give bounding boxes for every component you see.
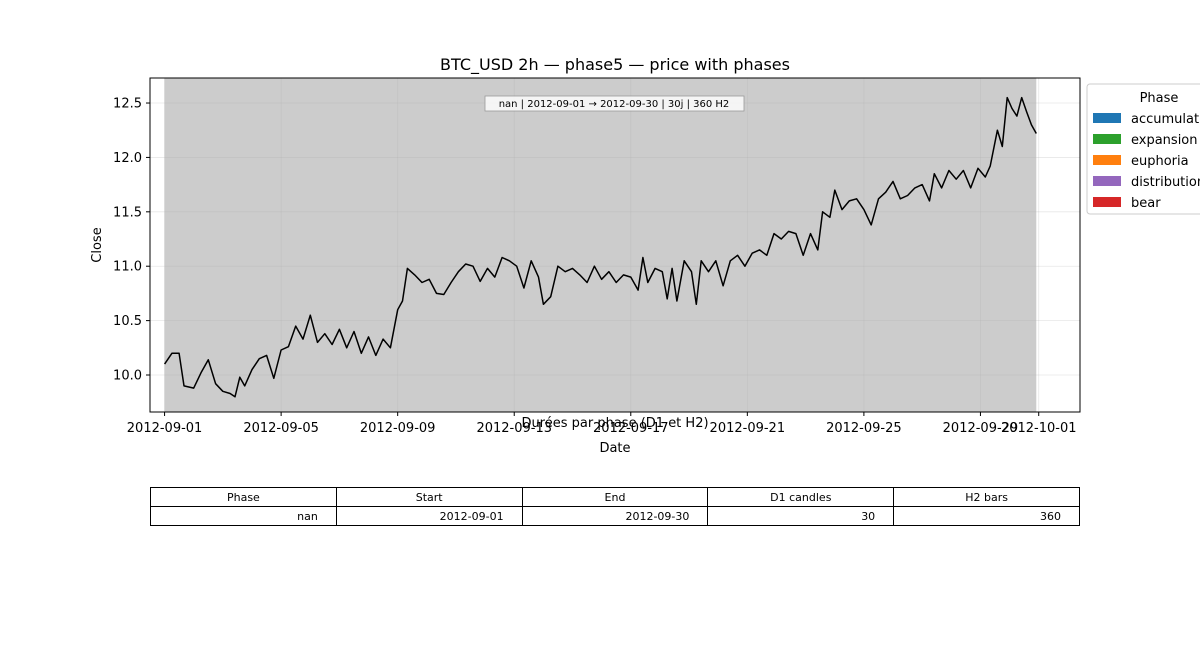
legend: Phase accumulation expansion euphoria distr… xyxy=(1086,83,1200,215)
legend-label-bear: bear xyxy=(1131,196,1161,211)
close-price-line xyxy=(163,96,1037,398)
legend-swatch-accumulation xyxy=(1093,113,1121,123)
legend-title: Phase xyxy=(1140,91,1179,106)
annotation-box xyxy=(484,95,745,112)
x-tick-label: 2012-09-13 xyxy=(476,421,552,436)
phase-duration-table: Phase Start End D1 candles H2 bars nan 2012-0… xyxy=(150,487,1080,526)
chart-title: BTC_USD 2h — phase5 — price with phases xyxy=(440,55,790,75)
grid-lines xyxy=(150,78,1080,412)
legend-label-expansion: expansion xyxy=(1131,133,1198,148)
phase-duration-table-container: Phase Start End D1 candles H2 bars nan 2012-0… xyxy=(150,487,1080,526)
plot-frame xyxy=(149,77,1081,413)
x-tick-label: 2012-09-05 xyxy=(243,421,319,436)
x-tick-label: 2012-09-01 xyxy=(127,421,203,436)
x-tick-label: 2012-09-17 xyxy=(593,421,669,436)
annotation-text: nan | 2012-09-01 → 2012-09-30 | 30j | 36… xyxy=(499,99,730,110)
x-tick-label: 2012-10-01 xyxy=(1001,421,1077,436)
phase-region-0 xyxy=(164,78,1037,412)
legend-swatch-euphoria xyxy=(1093,155,1121,165)
price-chart: 2012-09-01 2012-09-05 2012-09-09 2012-09-13… xyxy=(90,55,1200,456)
legend-label-distribution: distribution xyxy=(1131,175,1200,190)
y-tick-label: 12.5 xyxy=(113,97,142,112)
legend-label-accumulation: accumulation xyxy=(1131,112,1200,127)
phase-shading xyxy=(164,78,1037,412)
legend-label-euphoria: euphoria xyxy=(1131,154,1189,169)
x-tick-label: 2012-09-21 xyxy=(710,421,786,436)
y-tick-label: 11.5 xyxy=(113,205,142,220)
legend-swatch-bear xyxy=(1093,197,1121,207)
table-cell: 30 xyxy=(707,506,895,526)
y-tick-label: 10.5 xyxy=(113,314,142,329)
legend-swatch-expansion xyxy=(1093,134,1121,144)
table-title: Durées par phase (D1 et H2) xyxy=(521,416,708,431)
x-tick-label: 2012-09-25 xyxy=(826,421,902,436)
table-cell: 360 xyxy=(893,506,1080,526)
table-body: nan 2012-09-01 2012-09-30 30 360 xyxy=(150,506,1080,526)
y-axis-ticks: 10.0 10.5 11.0 11.5 12.0 12.5 xyxy=(113,97,150,384)
table-header-row: Phase Start End D1 candles H2 bars xyxy=(150,487,1080,507)
x-axis-label: Date xyxy=(599,441,630,456)
y-tick-label: 10.0 xyxy=(113,369,142,384)
table-header-cell: H2 bars xyxy=(893,487,1080,507)
table-cell: 2012-09-01 xyxy=(335,506,523,526)
y-axis-label: Close xyxy=(90,227,105,262)
table-header-cell: End xyxy=(521,487,709,507)
table-header-cell: D1 candles xyxy=(707,487,895,507)
phase-annotation: nan | 2012-09-01 → 2012-09-30 | 30j | 36… xyxy=(484,95,745,112)
table-cell: 2012-09-30 xyxy=(521,506,709,526)
y-tick-label: 11.0 xyxy=(113,260,142,275)
table-header-cell: Start xyxy=(335,487,523,507)
table-header-cell: Phase xyxy=(150,487,337,507)
legend-items: accumulation expansion euphoria distributio… xyxy=(1093,112,1200,211)
x-tick-label: 2012-09-09 xyxy=(360,421,436,436)
legend-swatch-distribution xyxy=(1093,176,1121,186)
x-tick-label: 2012-09-29 xyxy=(943,421,1019,436)
table-cell: nan xyxy=(150,506,337,526)
y-tick-label: 12.0 xyxy=(113,151,142,166)
table-row: nan 2012-09-01 2012-09-30 30 360 xyxy=(150,506,1080,526)
x-axis-ticks: 2012-09-01 2012-09-05 2012-09-09 2012-09-13… xyxy=(127,412,1077,436)
